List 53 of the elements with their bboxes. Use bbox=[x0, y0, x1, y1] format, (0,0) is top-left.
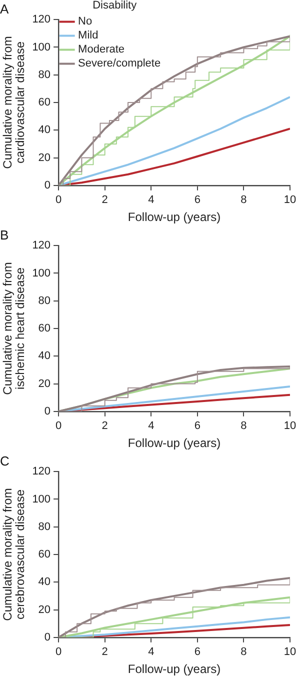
x-tick-label: 0 bbox=[55, 420, 62, 432]
y-tick-label: 60 bbox=[38, 322, 51, 335]
x-tick-label: 4 bbox=[148, 194, 154, 206]
x-tick-label: 4 bbox=[148, 646, 154, 658]
y-tick-label: 80 bbox=[38, 68, 51, 81]
y-tick-label: 20 bbox=[38, 604, 51, 616]
y-tick-label: 120 bbox=[32, 240, 51, 252]
legend-label: Severe/complete bbox=[78, 58, 161, 70]
y-tick-label: 0 bbox=[44, 179, 51, 192]
chart-title: A bbox=[0, 1, 9, 16]
x-tick-label: 0 bbox=[55, 194, 62, 206]
y-tick-label: 20 bbox=[38, 152, 51, 164]
x-tick-label: 6 bbox=[194, 646, 200, 658]
y-axis-title: Cumulative morality from cerebrovascular disease bbox=[0, 488, 28, 621]
y-tick-label: 100 bbox=[32, 41, 51, 54]
x-axis-title: Follow-up (years) bbox=[128, 210, 221, 224]
y-tick-label: 100 bbox=[32, 267, 51, 280]
x-axis-title: Follow-up (years) bbox=[128, 662, 221, 676]
legend-title: Disability bbox=[92, 0, 138, 12]
x-tick-label: 6 bbox=[194, 420, 200, 432]
y-tick-label: 0 bbox=[44, 631, 51, 644]
y-tick-label: 0 bbox=[44, 405, 51, 418]
chart-title: B bbox=[0, 227, 9, 242]
x-tick-label: 10 bbox=[284, 420, 296, 432]
y-tick-label: 120 bbox=[32, 466, 51, 478]
x-tick-label: 8 bbox=[240, 646, 247, 658]
y-tick-label: 20 bbox=[38, 378, 51, 390]
y-tick-label: 40 bbox=[38, 124, 51, 136]
y-tick-label: 60 bbox=[38, 96, 51, 109]
legend-label: No bbox=[78, 16, 92, 28]
legend-label: Mild bbox=[78, 30, 98, 42]
y-axis-title: Cumulative morality from cardiovascular disease bbox=[0, 36, 28, 169]
y-tick-label: 40 bbox=[38, 576, 51, 588]
y-tick-label: 120 bbox=[32, 14, 51, 26]
x-tick-label: 8 bbox=[240, 420, 247, 432]
chart-title: C bbox=[0, 453, 10, 468]
x-tick-label: 10 bbox=[284, 194, 296, 206]
x-tick-label: 8 bbox=[240, 194, 247, 206]
x-tick-label: 2 bbox=[102, 646, 108, 658]
y-axis-title: Cumulative morality from ischemic heart disease bbox=[0, 262, 28, 395]
x-tick-label: 4 bbox=[148, 420, 154, 432]
y-tick-label: 100 bbox=[32, 493, 51, 506]
legend-label: Moderate bbox=[78, 44, 125, 56]
x-tick-label: 0 bbox=[55, 646, 62, 658]
x-tick-label: 2 bbox=[102, 420, 108, 432]
x-tick-label: 6 bbox=[194, 194, 200, 206]
x-tick-label: 2 bbox=[102, 194, 108, 206]
x-tick-label: 10 bbox=[284, 646, 296, 658]
x-axis-title: Follow-up (years) bbox=[128, 436, 221, 450]
y-tick-label: 80 bbox=[38, 294, 51, 307]
y-tick-label: 40 bbox=[38, 350, 51, 362]
y-tick-label: 60 bbox=[38, 548, 51, 561]
y-tick-label: 80 bbox=[38, 520, 51, 533]
